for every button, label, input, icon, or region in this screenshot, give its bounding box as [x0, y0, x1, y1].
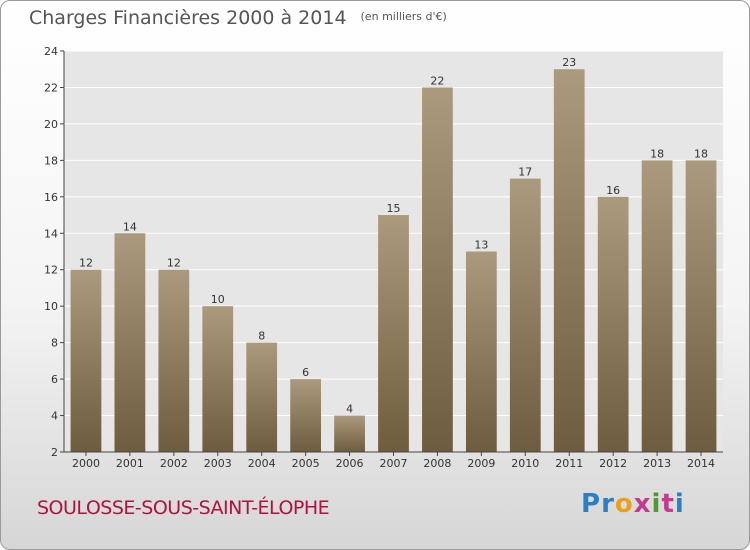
x-tick-label: 2000 — [72, 457, 100, 470]
x-tick-label: 2002 — [160, 457, 188, 470]
x-tick-label: 2008 — [423, 457, 451, 470]
x-tick-label: 2001 — [116, 457, 144, 470]
bar-value-label: 22 — [430, 74, 444, 87]
bar[interactable] — [158, 269, 190, 452]
y-tick-label: 24 — [44, 45, 58, 58]
bar[interactable] — [70, 269, 102, 452]
y-tick-label: 18 — [44, 154, 58, 167]
y-tick-label: 10 — [44, 300, 58, 313]
bar[interactable] — [202, 306, 234, 452]
x-tick-label: 2005 — [292, 457, 320, 470]
bar-value-label: 10 — [211, 293, 225, 306]
bar[interactable] — [509, 178, 541, 452]
x-tick-label: 2003 — [204, 457, 232, 470]
y-tick-label: 6 — [51, 373, 58, 386]
y-tick-label: 12 — [44, 264, 58, 277]
y-tick-label: 2 — [51, 446, 58, 459]
y-tick-label: 22 — [44, 81, 58, 94]
logo-letter: r — [601, 489, 615, 519]
commune-name: SOULOSSE-SOUS-SAINT-ÉLOPHE — [37, 497, 330, 519]
x-tick-label: 2006 — [336, 457, 364, 470]
x-tick-label: 2013 — [643, 457, 671, 470]
bar-value-label: 12 — [79, 257, 93, 270]
y-tick-label: 16 — [44, 191, 58, 204]
bar[interactable] — [422, 87, 453, 453]
bar-value-label: 15 — [387, 202, 401, 215]
bar[interactable] — [553, 69, 585, 453]
bar-value-label: 17 — [518, 166, 532, 179]
x-tick-label: 2014 — [687, 457, 715, 470]
x-tick-label: 2011 — [555, 457, 583, 470]
chart-subtitle: (en milliers d'€) — [360, 10, 447, 23]
proxiti-logo[interactable]: Proxiti — [581, 489, 685, 519]
bar-value-label: 13 — [474, 239, 488, 252]
bar[interactable] — [334, 415, 365, 452]
bar-value-label: 18 — [650, 147, 664, 160]
y-tick-label: 20 — [44, 118, 58, 131]
chart-title: Charges Financières 2000 à 2014 (en milli… — [29, 7, 447, 29]
x-tick-label: 2010 — [511, 457, 539, 470]
bar-value-label: 14 — [123, 220, 137, 233]
bar[interactable] — [641, 160, 673, 452]
bar-value-label: 12 — [167, 257, 181, 270]
y-tick-label: 14 — [44, 227, 58, 240]
bar-value-label: 8 — [258, 330, 265, 343]
bar[interactable] — [246, 342, 278, 452]
y-tick-label: 8 — [51, 337, 58, 350]
bar[interactable] — [465, 251, 497, 453]
data-labels: 12 14 12 10 8 6 4 15 22 13 17 23 16 18 18 — [79, 56, 708, 415]
logo-letter: P — [581, 489, 602, 519]
bar-value-label: 4 — [346, 403, 353, 416]
logo-letter: t — [661, 489, 675, 519]
bar[interactable] — [597, 196, 629, 452]
bar[interactable] — [114, 233, 146, 452]
logo-letter: o — [614, 489, 634, 519]
bars — [70, 69, 717, 453]
logo-letter: i — [674, 489, 685, 519]
logo-letter: x — [633, 489, 652, 519]
bar-value-label: 23 — [562, 56, 576, 69]
bar-value-label: 18 — [694, 147, 708, 160]
bar[interactable] — [290, 379, 322, 452]
bar-value-label: 6 — [302, 366, 309, 379]
x-tick-label: 2009 — [467, 457, 495, 470]
bar-value-label: 16 — [606, 184, 620, 197]
x-tick-label: 2012 — [599, 457, 627, 470]
bar[interactable] — [378, 215, 409, 452]
logo-letter: i — [651, 489, 662, 519]
x-tick-label: 2004 — [248, 457, 276, 470]
y-tick-label: 4 — [51, 410, 58, 423]
bar[interactable] — [685, 160, 717, 452]
x-tick-label: 2007 — [380, 457, 408, 470]
chart-title-text: Charges Financières 2000 à 2014 — [29, 7, 347, 29]
